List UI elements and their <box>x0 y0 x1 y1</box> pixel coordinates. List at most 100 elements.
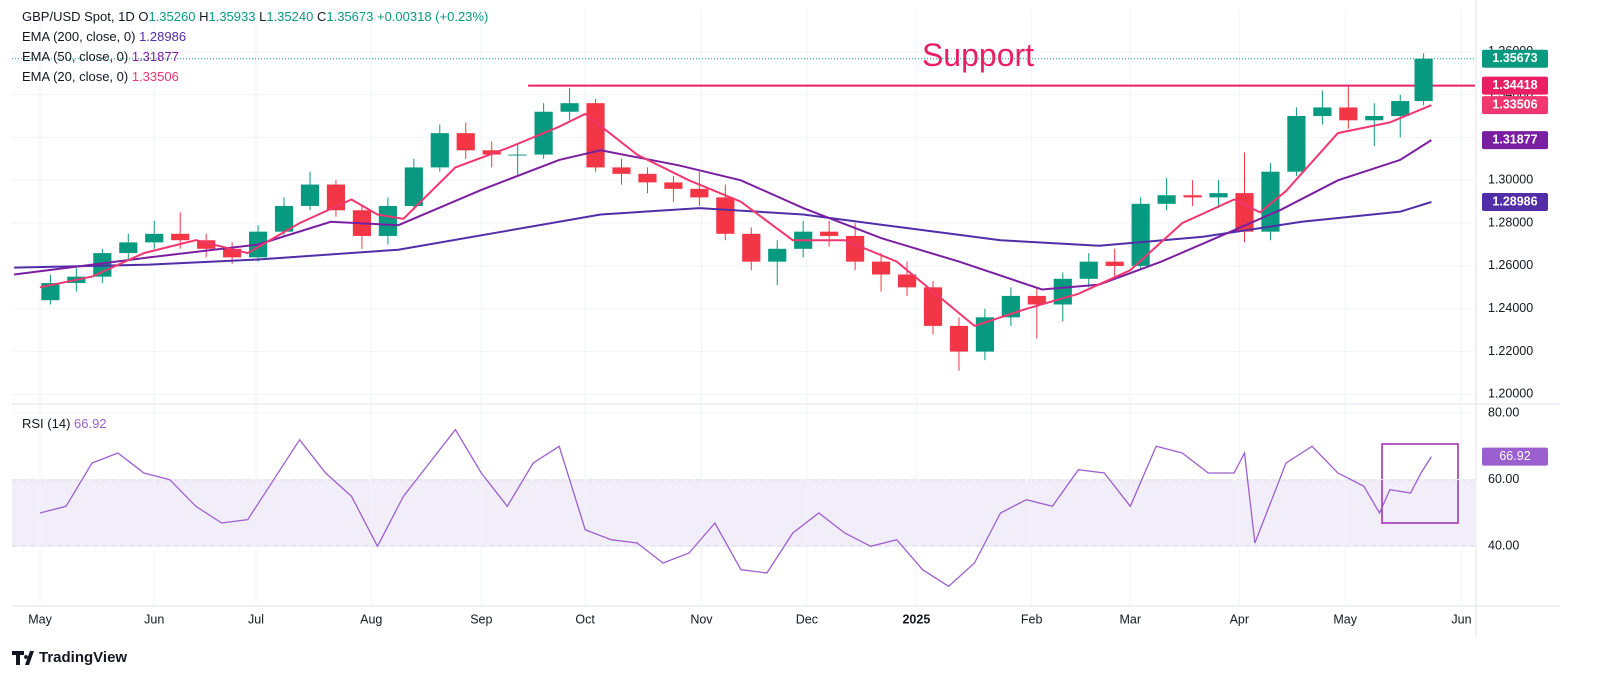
candle-body <box>1414 58 1433 102</box>
candle-body <box>1183 195 1202 198</box>
candle-body <box>897 274 917 288</box>
y-tick-label: 1.22000 <box>1488 344 1533 358</box>
candle-body <box>119 242 138 254</box>
candle-body <box>612 167 631 174</box>
axis-label-box <box>1482 192 1548 211</box>
y-tick-label: 1.24000 <box>1488 301 1533 315</box>
highlight-box <box>1381 443 1459 524</box>
x-tick-label: 2025 <box>902 612 930 626</box>
candle-body <box>690 188 709 198</box>
brand: TradingView <box>39 649 127 666</box>
y-tick-label: 1.30000 <box>1488 173 1533 187</box>
candle-body <box>300 184 320 206</box>
x-tick-label: Apr <box>1230 612 1249 626</box>
axis-label-box <box>1482 447 1548 466</box>
plot: 1.20000 1.22000 1.24000 1.26000 1.28000 1.300… <box>12 9 1548 626</box>
ohlc-value: 1.35240 <box>266 9 313 24</box>
ema-line <box>13 139 1432 291</box>
y-tick-label: 1.28000 <box>1488 215 1533 229</box>
candle-body <box>197 240 216 249</box>
legend-entry: EMA (20, close, 0) 1.33506 <box>22 69 179 84</box>
axis-label-box <box>1482 49 1548 68</box>
candle-body <box>1365 116 1384 121</box>
candle-body <box>404 167 423 206</box>
candle-body <box>638 173 657 183</box>
legend-value: 66.92 <box>74 416 107 431</box>
candle-body <box>949 325 969 352</box>
candle-body <box>508 154 527 156</box>
x-tick-label: Jun <box>144 612 164 626</box>
x-tick-label: Aug <box>360 612 382 626</box>
candle-body <box>664 182 683 189</box>
symbol: GBP/USD Spot, 1D <box>22 9 135 24</box>
candle-body <box>145 233 164 243</box>
axis-label: 1.35673 <box>1492 51 1537 65</box>
x-tick-label: Feb <box>1021 612 1043 626</box>
candle-body <box>1287 116 1306 172</box>
candle-body <box>1079 261 1098 279</box>
y-tick-label: 80.00 <box>1488 405 1519 419</box>
x-tick-label: Sep <box>470 612 492 626</box>
change: +0.00318 (+0.23%) <box>377 9 488 24</box>
candle-body <box>41 283 60 301</box>
ohlc-key: C <box>317 9 326 24</box>
candle-body <box>871 261 891 275</box>
ema-line <box>39 104 1432 328</box>
axis-label: 1.33506 <box>1492 97 1537 111</box>
candle-body <box>171 233 190 241</box>
axis-label: 1.34418 <box>1492 78 1537 92</box>
y-tick-label: 1.20000 <box>1488 387 1533 401</box>
axis-label: 1.28986 <box>1492 194 1537 208</box>
axis-label-box <box>1482 131 1548 150</box>
candle-body <box>274 205 294 232</box>
candle-body <box>456 133 475 151</box>
header: GBP/USD Spot, 1D O1.35260 H1.35933 L1.35… <box>22 9 488 24</box>
axis-label: 1.31877 <box>1492 132 1537 146</box>
candle-body <box>1157 195 1176 204</box>
y-tick-label: 40.00 <box>1488 539 1519 553</box>
ohlc-value: 1.35933 <box>208 9 255 24</box>
candle-body <box>482 150 501 155</box>
candle-body <box>1313 107 1332 117</box>
legend-entry: RSI (14) 66.92 <box>22 416 107 431</box>
legend-name: EMA (50, close, 0) <box>22 49 128 64</box>
ema-line <box>14 201 1432 269</box>
x-tick-label: Jul <box>248 612 264 626</box>
candle-body <box>742 233 761 262</box>
support-text: Support <box>922 37 1034 73</box>
candle-body <box>923 287 943 326</box>
candle-body <box>378 205 397 236</box>
candle-body <box>975 317 994 352</box>
candle-body <box>560 103 579 112</box>
legend-entry: EMA (200, close, 0) 1.28986 <box>22 29 186 44</box>
candle-body <box>820 231 839 236</box>
candle-body <box>1391 101 1410 117</box>
candle-body <box>1261 171 1280 232</box>
ohlc-key: O <box>138 9 148 24</box>
x-tick-label: May <box>28 612 52 626</box>
candle-body <box>430 133 449 168</box>
y-tick-label: 1.26000 <box>1488 258 1533 272</box>
candle-body <box>716 197 735 234</box>
y-tick-label: 60.00 <box>1488 472 1519 486</box>
footer-logo: TradingView <box>12 649 127 666</box>
candle-body <box>1209 193 1228 198</box>
legend-name: EMA (20, close, 0) <box>22 69 128 84</box>
axis-label: 66.92 <box>1499 449 1530 463</box>
logo-mark <box>12 651 34 665</box>
candle-body <box>846 235 865 262</box>
candle-body <box>768 248 787 262</box>
axis-label-box <box>1482 76 1548 95</box>
candle-body <box>1027 295 1046 305</box>
axis-label-box <box>1482 96 1548 115</box>
candle-body <box>1131 203 1150 266</box>
ohlc-key: L <box>259 9 266 24</box>
candle-body <box>586 103 605 168</box>
candle-body <box>1053 278 1072 305</box>
x-tick-label: Mar <box>1120 612 1142 626</box>
candle-body <box>1339 107 1358 121</box>
legend-name: RSI (14) <box>22 416 70 431</box>
x-tick-label: Oct <box>575 612 595 626</box>
